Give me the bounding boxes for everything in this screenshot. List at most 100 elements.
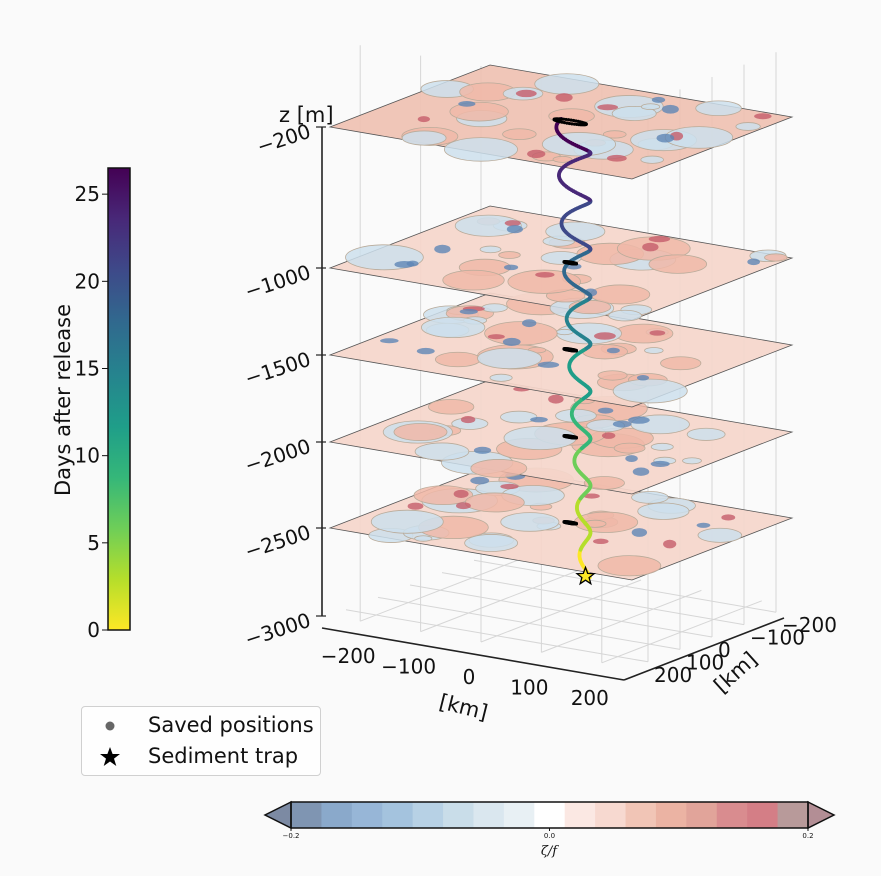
vorticity-core [548, 394, 564, 404]
vorticity-core [754, 113, 772, 120]
vorticity-blob [464, 534, 519, 552]
grid-line [345, 609, 649, 663]
vorticity-blob [500, 410, 538, 424]
vorticity-blob [613, 442, 646, 454]
vorticity-core [663, 539, 677, 549]
days-colorbar-ticks: 0 5 10 15 20 25 [75, 182, 108, 642]
vorticity-slice [328, 465, 794, 581]
z-axis-ticks: −200−1000−1500−2000−2500−3000 [242, 119, 326, 652]
vorticity-core [456, 502, 471, 510]
vorticity-blob [470, 459, 528, 478]
vorticity-colorbar: −0.2 0.0 0.2 ζ/f [263, 800, 836, 859]
vorticity-blob [697, 527, 743, 543]
vorticity-level [625, 802, 657, 828]
days-tick-label: 20 [75, 269, 100, 293]
legend-label-saved-positions: Saved positions [148, 713, 314, 737]
vorticity-colorbar-bar [263, 800, 836, 830]
vorticity-blob [640, 103, 661, 111]
vorticity-blob [735, 122, 761, 131]
vorticity-core [636, 375, 650, 381]
vorticity-level [443, 802, 474, 828]
days-tick-label: 15 [75, 356, 100, 380]
z-tick-label: −1000 [242, 260, 314, 304]
vorticity-core [502, 337, 521, 346]
vorticity-level [716, 802, 748, 828]
vorticity-blob [597, 370, 628, 381]
vorticity-blob [611, 105, 657, 122]
vorticity-blob [644, 347, 664, 354]
vorticity-core [535, 271, 555, 278]
vorticity-blob [602, 130, 627, 139]
vorticity-level [595, 802, 627, 828]
saved-position-dot [584, 122, 588, 126]
vorticity-blob [498, 251, 521, 259]
vorticity-level [686, 802, 718, 828]
x-tick-label: 0 [463, 665, 476, 689]
legend-item-sediment-trap: Sediment trap [82, 742, 320, 772]
vorticity-blob [686, 427, 726, 441]
vorticity-blob [555, 328, 574, 336]
grid-line [441, 572, 745, 626]
vorticity-core [504, 220, 521, 227]
vorticity-level [534, 802, 566, 828]
vorticity-level [291, 802, 322, 828]
vorticity-slice [328, 205, 794, 322]
days-colorbar-label: Days after release [51, 304, 75, 496]
vorticity-blob [421, 316, 486, 339]
saved-position-dot [569, 118, 573, 122]
vorticity-slice [328, 292, 794, 408]
vorticity-level [412, 802, 444, 828]
vorticity-blob [507, 269, 581, 294]
vorticity-core [460, 416, 476, 424]
x-tick-label: 100 [510, 675, 548, 699]
z-axis-label: z [m] [279, 103, 334, 127]
vorticity-blob [648, 254, 708, 274]
vorticity-core [487, 334, 505, 340]
vorticity-blob [764, 253, 788, 262]
vorticity-blob [500, 512, 560, 532]
vorticity-core [747, 258, 761, 266]
legend: Saved positions Sediment trap [81, 706, 321, 776]
saved-positions-ring [552, 117, 588, 127]
vorticity-blob [401, 130, 447, 146]
z-tick-label: −2000 [242, 434, 314, 478]
legend-item-saved-positions: Saved positions [82, 711, 320, 741]
vorticity-level [503, 802, 535, 828]
vorticity-core [506, 225, 523, 234]
vorticity-blob [637, 502, 690, 520]
saved-position-dot [562, 117, 566, 121]
x-axis-ticks: −200 −100 0 100 200 [321, 644, 609, 710]
saved-positions-ring [562, 520, 579, 526]
vorticity-core [594, 332, 616, 340]
days-tick-label: 25 [75, 182, 100, 206]
vorticity-tick-label: −0.2 [283, 832, 300, 840]
vorticity-level [351, 802, 383, 828]
vorticity-core [649, 330, 666, 336]
y-axis-line [623, 617, 785, 681]
vorticity-blob [682, 457, 702, 465]
vorticity-level [777, 802, 809, 828]
vorticity-core [631, 528, 648, 537]
vorticity-blob [612, 378, 688, 404]
saved-position-dot [565, 121, 569, 125]
days-colorbar: 0 5 10 15 20 25 Days after release [51, 167, 131, 642]
vorticity-blob [608, 309, 642, 322]
saved-positions-ring [562, 347, 579, 353]
axes-3d: −200−1000−1500−2000−2500−3000 −200 −100 0 1… [242, 45, 837, 725]
extend-low-triangle [263, 800, 292, 830]
vorticity-core [648, 235, 671, 243]
saved-position-dot [575, 122, 579, 127]
vorticity-blob [552, 155, 573, 163]
vorticity-blob [502, 128, 537, 140]
vorticity-core [642, 242, 659, 252]
vorticity-blob [597, 555, 662, 577]
vorticity-slices [328, 64, 794, 581]
vorticity-level [473, 802, 505, 828]
y-tick-label: 100 [686, 650, 724, 674]
vorticity-core [527, 149, 546, 159]
x-tick-label: −100 [381, 655, 436, 679]
y-tick-label: −100 [750, 626, 805, 650]
saved-position-dot [572, 122, 577, 126]
x-axis-line [321, 627, 625, 681]
y-tick-label: −200 [782, 613, 837, 637]
